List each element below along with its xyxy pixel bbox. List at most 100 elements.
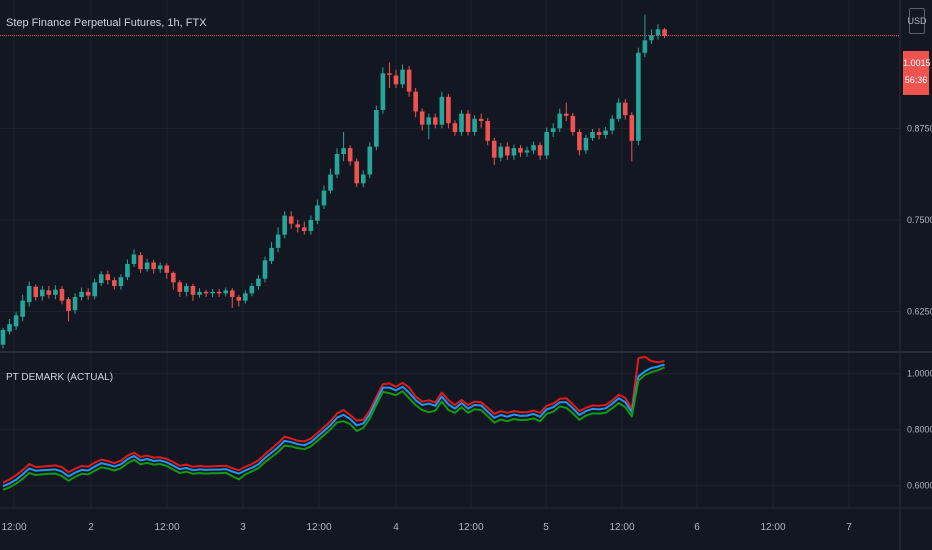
candle-body[interactable] [564, 113, 569, 116]
candle-body[interactable] [393, 75, 399, 85]
candle-body[interactable] [229, 290, 235, 297]
candle-body[interactable] [144, 262, 150, 270]
candle-body[interactable] [472, 118, 477, 132]
candle-body[interactable] [288, 216, 294, 224]
candle-body[interactable] [131, 254, 137, 264]
candle-body[interactable] [177, 282, 183, 292]
candle-body[interactable] [485, 121, 490, 141]
candle-body[interactable] [112, 280, 117, 286]
candle-body[interactable] [256, 278, 261, 286]
candle-body[interactable] [223, 290, 228, 294]
candle-body[interactable] [40, 289, 45, 297]
candle-body[interactable] [452, 123, 458, 132]
candle-body[interactable] [184, 286, 189, 292]
candle-body[interactable] [433, 117, 438, 125]
candle-body[interactable] [498, 146, 504, 158]
candle-body[interactable] [616, 102, 621, 119]
candle-body[interactable] [387, 73, 392, 75]
candle-body[interactable] [269, 247, 274, 262]
currency-button[interactable]: USD [908, 8, 927, 34]
candlestick-series[interactable] [0, 14, 667, 349]
candle-body[interactable] [171, 272, 176, 283]
candle-body[interactable] [374, 110, 379, 147]
candle-body[interactable] [92, 282, 97, 297]
candle-body[interactable] [59, 288, 65, 301]
candle-body[interactable] [157, 265, 163, 270]
candle-body[interactable] [367, 146, 373, 175]
candle-body[interactable] [596, 132, 602, 135]
candle-body[interactable] [315, 205, 320, 221]
candle-body[interactable] [243, 293, 248, 301]
candle-body[interactable] [360, 174, 366, 184]
candle-body[interactable] [151, 262, 156, 270]
candle-body[interactable] [550, 128, 556, 132]
candle-body[interactable] [125, 264, 130, 278]
candle-body[interactable] [85, 291, 91, 296]
price-axis[interactable]: 0.6250 0.7500 0.8750 [907, 123, 932, 316]
candle-body[interactable] [33, 286, 39, 297]
candle-body[interactable] [400, 69, 405, 85]
candle-body[interactable] [655, 29, 661, 36]
candle-body[interactable] [446, 96, 451, 124]
candle-body[interactable] [629, 115, 635, 141]
candle-body[interactable] [282, 215, 287, 235]
candle-body[interactable] [531, 145, 536, 151]
demark-line-3[interactable] [2, 366, 665, 491]
candle-body[interactable] [262, 260, 268, 279]
candle-body[interactable] [66, 299, 71, 311]
candle-body[interactable] [302, 227, 307, 231]
candle-body[interactable] [275, 234, 281, 248]
candle-body[interactable] [583, 137, 589, 151]
candle-body[interactable] [609, 118, 615, 131]
candle-body[interactable] [26, 286, 32, 303]
candle-body[interactable] [249, 286, 255, 294]
candle-body[interactable] [465, 113, 471, 132]
candle-body[interactable] [649, 35, 654, 41]
candle-body[interactable] [426, 117, 432, 125]
candle-body[interactable] [328, 174, 333, 191]
demark-line-1[interactable] [2, 355, 665, 484]
candle-body[interactable] [603, 130, 608, 135]
candle-body[interactable] [53, 289, 58, 295]
candle-body[interactable] [72, 297, 78, 311]
candle-body[interactable] [210, 291, 215, 294]
candle-body[interactable] [537, 145, 543, 156]
candle-body[interactable] [413, 91, 418, 112]
candle-body[interactable] [354, 161, 359, 184]
candle-body[interactable] [20, 300, 25, 317]
candle-body[interactable] [98, 274, 104, 284]
candle-body[interactable] [406, 69, 412, 92]
candle-body[interactable] [236, 297, 242, 301]
time-axis[interactable]: 12:00 2 12:00 3 12:00 4 12:00 5 12:00 6 12:00 7 [1, 522, 852, 533]
candle-body[interactable] [478, 118, 484, 121]
candle-body[interactable] [138, 255, 143, 270]
candle-body[interactable] [419, 111, 425, 125]
candle-body[interactable] [380, 73, 386, 110]
candle-body[interactable] [216, 291, 222, 294]
candle-body[interactable] [439, 96, 445, 125]
candle-body[interactable] [570, 115, 576, 132]
candle-body[interactable] [164, 265, 170, 273]
candle-body[interactable] [190, 286, 196, 295]
candle-body[interactable] [321, 190, 327, 206]
candle-body[interactable] [662, 29, 667, 36]
candle-body[interactable] [636, 52, 641, 141]
candle-body[interactable] [0, 330, 6, 345]
candle-body[interactable] [341, 148, 346, 154]
symbol-title[interactable]: Step Finance Perpetual Futures, 1h, FTX [6, 17, 207, 29]
candle-body[interactable] [334, 154, 340, 175]
candle-body[interactable] [13, 315, 19, 327]
indicator-title[interactable]: PT DEMARK (ACTUAL) [6, 372, 114, 383]
candle-body[interactable] [524, 150, 530, 153]
candle-body[interactable] [544, 132, 549, 156]
candle-body[interactable] [505, 146, 510, 156]
candle-body[interactable] [308, 220, 314, 231]
candle-body[interactable] [118, 277, 124, 286]
candle-body[interactable] [459, 113, 464, 132]
candle-body[interactable] [511, 148, 517, 156]
candle-body[interactable] [590, 132, 595, 138]
candle-body[interactable] [557, 113, 563, 129]
candle-body[interactable] [347, 148, 353, 162]
candle-body[interactable] [7, 324, 12, 332]
candle-body[interactable] [197, 291, 202, 295]
